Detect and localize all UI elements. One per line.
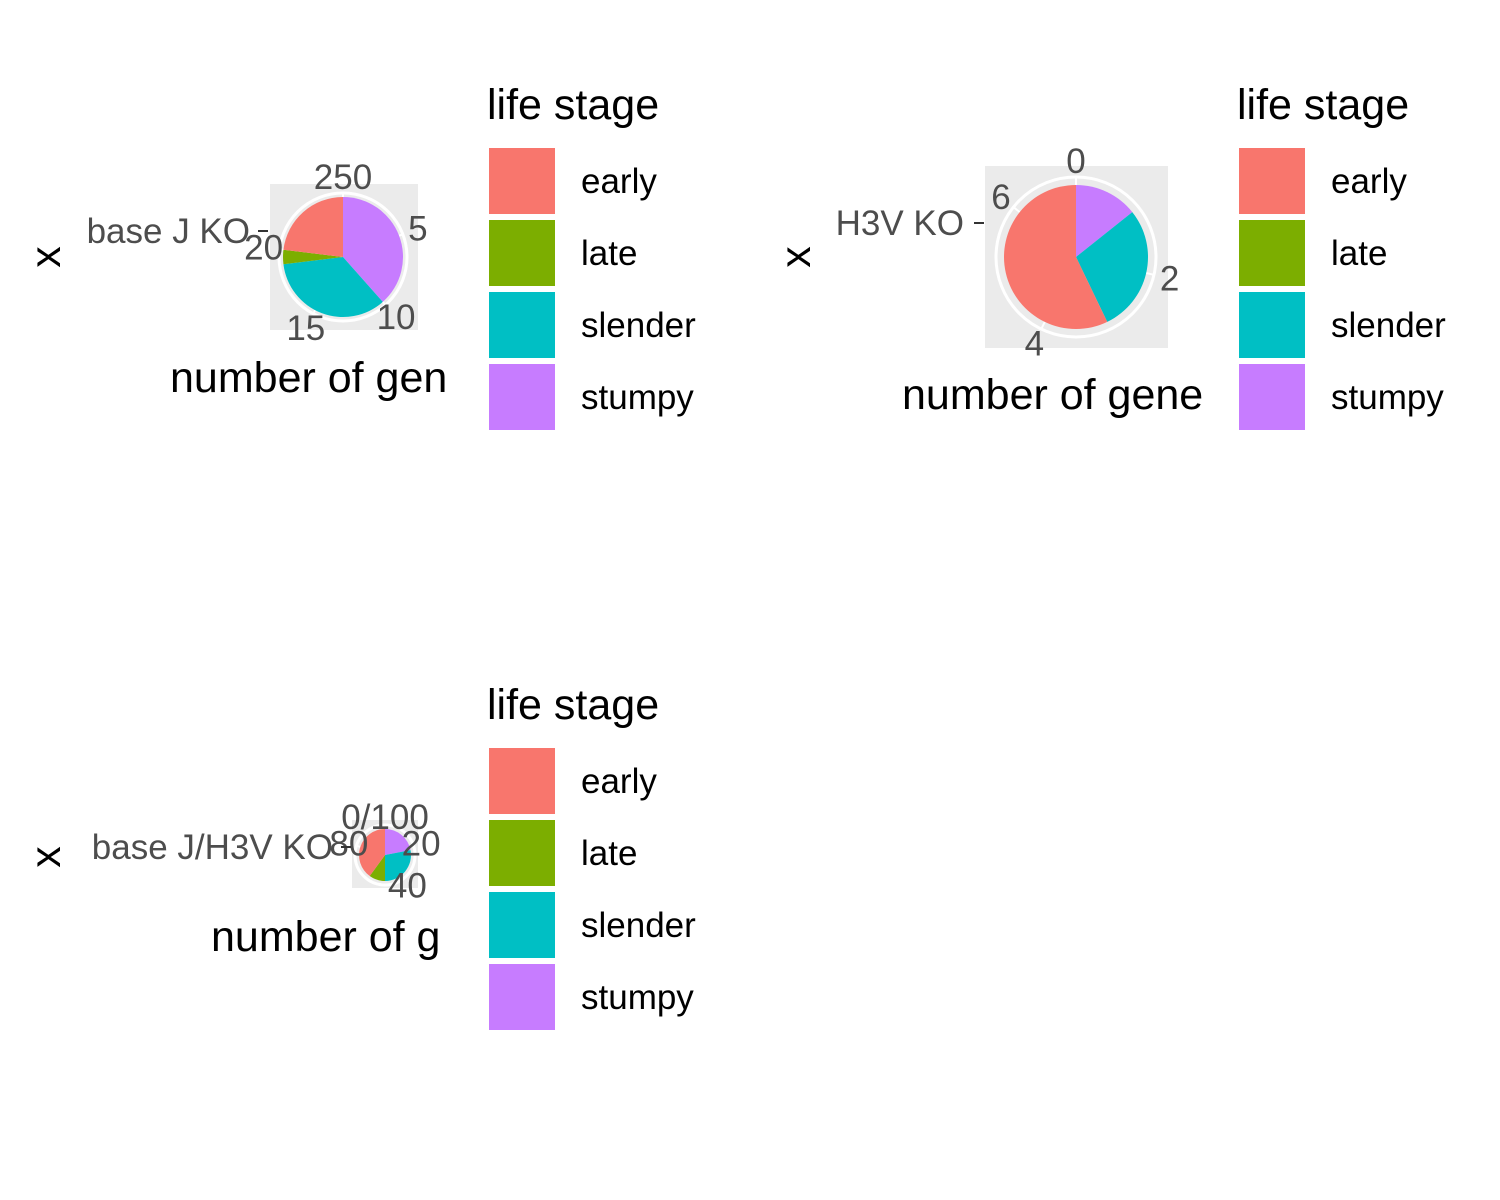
pie-slice-stumpy <box>343 197 403 302</box>
legend-label-stumpy: stumpy <box>1331 378 1444 417</box>
theta-tick-label: 0/100 <box>341 798 429 837</box>
pie-slice-slender <box>283 257 383 317</box>
legend-label-slender: slender <box>581 906 696 945</box>
category-label: base J KO <box>87 212 250 251</box>
theta-tick-label: 10 <box>377 298 416 337</box>
theta-tick-label: 0 <box>1066 142 1085 181</box>
y-axis-title: number of gene <box>902 371 1203 419</box>
legend: life stage early late slender stumpy <box>487 681 696 1030</box>
x-axis-title: x <box>772 246 820 268</box>
legend-title: life stage <box>487 681 659 729</box>
legend-key-stumpy <box>489 364 555 430</box>
theta-tick-label: 2 <box>1160 259 1179 298</box>
legend-label-early: early <box>581 162 657 201</box>
theta-tick-label: 250 <box>314 158 372 197</box>
theta-tick-label: 40 <box>388 867 427 906</box>
legend-key-late <box>489 220 555 286</box>
theta-tick-label: 80 <box>329 824 368 863</box>
legend-key-slender <box>489 892 555 958</box>
legend-key-late <box>489 820 555 886</box>
legend: life stage early late slender stumpy <box>1237 81 1446 430</box>
pie-slice-stumpy <box>385 829 411 855</box>
legend-label-late: late <box>581 234 637 273</box>
pie-slice-late <box>369 855 385 881</box>
pie-slice-early <box>1004 185 1108 329</box>
theta-tick-label: 6 <box>991 178 1010 217</box>
legend-key-early <box>1239 148 1305 214</box>
category-label: H3V KO <box>836 204 964 243</box>
pie-slice-early <box>283 197 343 257</box>
legend-key-stumpy <box>489 964 555 1030</box>
category-label: base J/H3V KO <box>92 828 333 867</box>
legend-label-late: late <box>581 834 637 873</box>
legend-key-early <box>489 748 555 814</box>
legend-label-stumpy: stumpy <box>581 378 694 417</box>
pie-chart-2: 0 2 4 6 H3V KO x number of gene life stage early… <box>772 81 1446 430</box>
theta-tick-label: 5 <box>408 210 427 249</box>
legend-label-late: late <box>1331 234 1387 273</box>
theta-tick-label: 20 <box>402 824 441 863</box>
legend-label-stumpy: stumpy <box>581 978 694 1017</box>
legend-key-late <box>1239 220 1305 286</box>
pie-slice-early <box>359 829 385 877</box>
theta-tick-label: 15 <box>286 309 325 348</box>
legend-key-early <box>489 148 555 214</box>
legend-label-early: early <box>581 762 657 801</box>
x-axis-title: x <box>22 246 70 268</box>
legend-key-slender <box>489 292 555 358</box>
pie-slice-slender <box>385 850 411 881</box>
legend-label-slender: slender <box>581 306 696 345</box>
theta-tick-label: 4 <box>1025 324 1044 363</box>
legend-label-slender: slender <box>1331 306 1446 345</box>
legend-title: life stage <box>1237 81 1409 129</box>
y-axis-title: number of gen <box>170 354 447 402</box>
y-axis-title: number of g <box>211 913 440 961</box>
legend-label-early: early <box>1331 162 1407 201</box>
theta-tick-label: 20 <box>244 228 283 267</box>
x-axis-title: x <box>22 846 70 868</box>
legend-key-stumpy <box>1239 364 1305 430</box>
pie-slice-late <box>283 249 343 265</box>
legend-title: life stage <box>487 81 659 129</box>
legend: life stage early late slender stumpy <box>487 81 696 430</box>
legend-key-slender <box>1239 292 1305 358</box>
pie-slice-stumpy <box>1076 185 1133 257</box>
pie-slice-slender <box>1076 212 1148 322</box>
